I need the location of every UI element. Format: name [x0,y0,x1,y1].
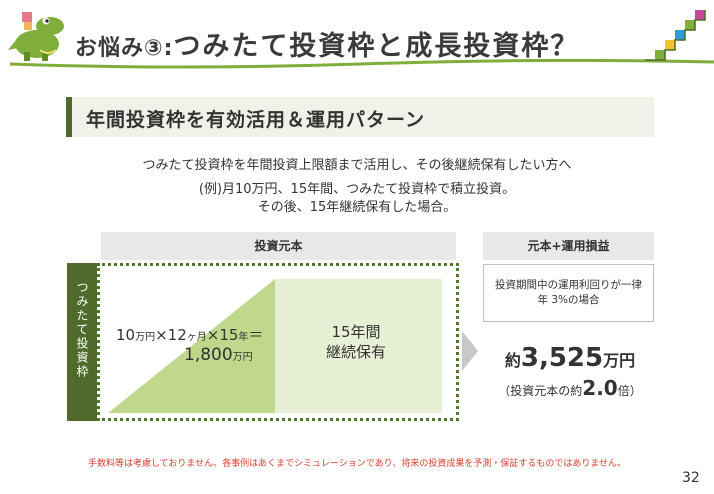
holding-line-2: 継続保有 [325,343,386,361]
staircase-icon [645,10,706,61]
rate-assumption-box: 投資期間中の運用利回りが一律 年 3%の場合 [483,264,654,322]
formula-unit-years: 年 [238,332,249,343]
tsumitate-label: つみたて投資枠 [75,281,89,379]
tsumitate-label-box: つみたて投資枠 [67,263,97,421]
total-value: 3,525 [520,343,604,373]
total-unit: 万円 [603,351,636,370]
disclaimer: 手数料等は考慮しておりません。各事例はあくまでシミュレーションであり、将来の投資… [87,459,627,469]
ratio-open: （投資元本の約 [498,384,583,398]
header-band [8,10,714,69]
holding-period-area [275,279,442,413]
ratio-text: （投資元本の約2.0倍） [470,376,670,400]
intro-line-3: その後、15年継続保有した場合。 [257,200,457,215]
formula-unit-yen: 万円 [135,332,156,343]
accumulation-triangle [108,279,275,413]
crocodile-mascot-icon [8,12,64,61]
accumulation-diagram [108,279,442,413]
total-amount: 約3,525万円 [470,343,670,373]
formula-equals: ＝ [248,326,264,344]
intro-line-1: つみたて投資枠を年間投資上限額まで活用し、その後継続保有したい方へ [142,158,572,173]
page-title: お悩み③:つみたて投資枠と成長投資枠？ [75,24,579,64]
intro-line-2: (例)月10万円、15年間、つみたて投資枠で積立投資。 [198,182,516,197]
ratio-close: 倍） [617,384,642,398]
formula-result-unit: 万円 [232,352,253,363]
section-accent-bar [66,97,72,137]
page-number: 32 [682,470,700,486]
title-main: つみたて投資枠と成長投資枠？ [173,31,580,62]
formula-unit-months: ヶ月 [186,332,207,343]
section-heading: 年間投資枠を有効活用＆運用パターン [66,97,654,137]
section-heading-text: 年間投資枠を有効活用＆運用パターン [86,109,426,131]
formula-result: 1,800万円 [184,345,253,365]
formula-result-amount: 1,800 [184,345,233,365]
total-prefix: 約 [504,351,521,370]
rate-line-2: 年 3%の場合 [537,294,600,306]
holding-label: 15年間 継続保有 [296,322,416,362]
formula-amount: 10 [116,326,136,344]
formula-years: ×15 [206,326,239,344]
formula: 10万円×12ヶ月×15年＝ [116,324,263,345]
principal-dotted-box [97,263,459,421]
rate-line-1: 投資期間中の運用利回りが一律 [495,279,642,291]
formula-months: ×12 [155,326,187,344]
title-prefix: お悩み③: [75,36,174,61]
header-underline [9,58,714,69]
principal-column-header: 投資元本 [101,232,456,260]
ratio-value: 2.0 [582,376,618,400]
arrow-right-icon [462,331,478,371]
holding-line-1: 15年間 [331,323,381,341]
result-column-header: 元本+運用損益 [483,232,654,260]
